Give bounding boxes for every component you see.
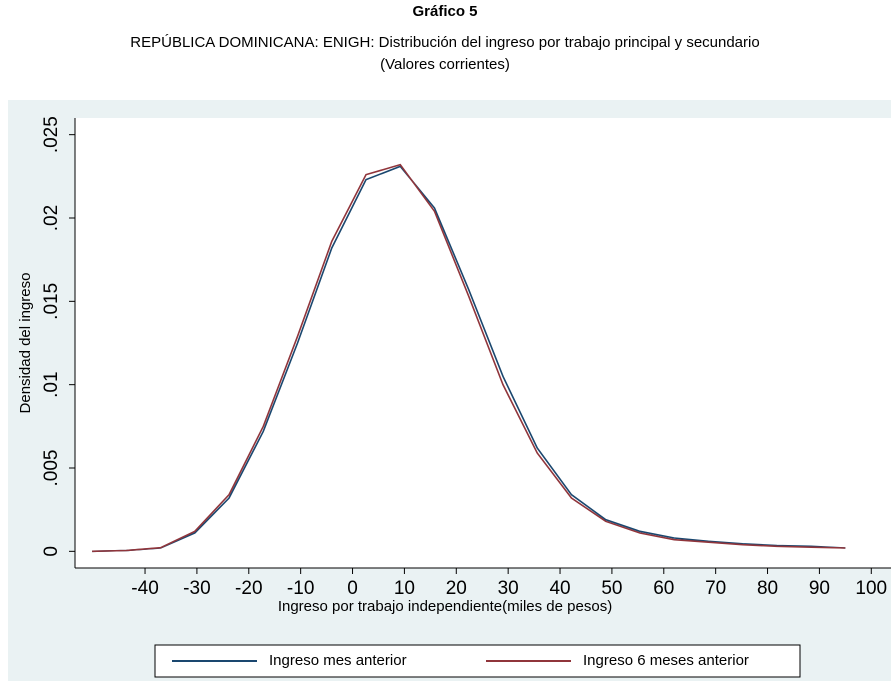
chart-subtitle: (Valores corrientes) [380,56,510,73]
y-tick-label: .01 [41,371,62,397]
x-tick-label: 60 [653,578,674,599]
y-tick-label: .015 [41,283,62,320]
x-tick-label: 80 [757,578,778,599]
x-tick-label: -40 [131,578,158,599]
x-tick-label: 100 [855,578,887,599]
x-tick-label: -30 [183,578,210,599]
x-axis-label: Ingreso por trabajo independiente(miles … [278,598,612,615]
chart-subtitle: REPÚBLICA DOMINICANA: ENIGH: Distribució… [130,34,759,51]
x-tick-label: 70 [705,578,726,599]
legend-label: Ingreso 6 meses anterior [583,652,749,669]
plot-area [75,118,891,568]
y-tick-label: 0 [41,546,62,557]
x-tick-label: 90 [809,578,830,599]
x-tick-label: 30 [498,578,519,599]
legend-label: Ingreso mes anterior [269,652,407,669]
y-tick-label: .005 [41,450,62,487]
y-tick-label: .02 [41,205,62,231]
x-tick-label: -10 [287,578,314,599]
y-tick-label: .025 [41,116,62,153]
chart-title: Gráfico 5 [412,3,477,20]
legend [154,644,801,678]
series-line [92,165,846,553]
series-line [92,163,846,553]
x-tick-label: 40 [549,578,570,599]
x-tick-label: 50 [601,578,622,599]
x-tick-label: 10 [394,578,415,599]
x-tick-label: 0 [347,578,358,599]
x-tick-label: -20 [235,578,262,599]
y-axis-label: Densidad del ingreso [17,273,34,414]
x-tick-label: 20 [446,578,467,599]
